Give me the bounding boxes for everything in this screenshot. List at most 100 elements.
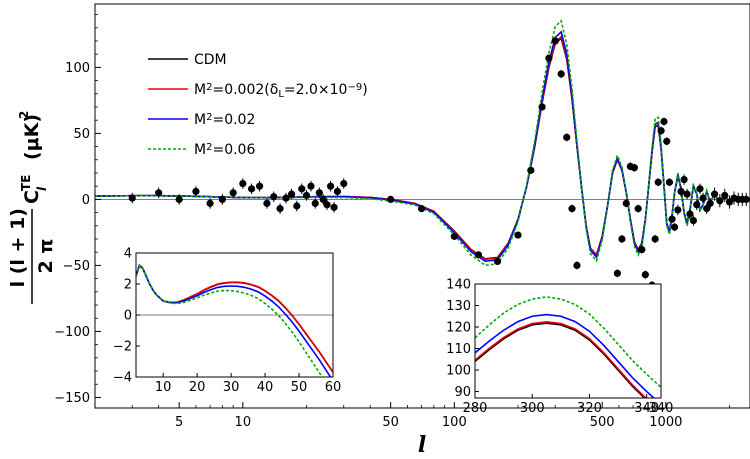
inset-right-series-line-3 xyxy=(475,296,661,388)
data-point xyxy=(638,245,646,254)
data-point xyxy=(721,191,729,200)
y-tick-label: −50 xyxy=(63,259,90,274)
inset-left-ticks: 10 20 30 40 50 60 −4 −2 0 2 4 xyxy=(113,247,341,396)
inset-left-x-tick-label: 40 xyxy=(257,380,274,395)
inset-right-series-line-2 xyxy=(475,313,656,398)
inset-left-y-tick-label: −2 xyxy=(113,340,132,355)
data-point xyxy=(270,193,278,201)
inset-left-y-tick-label: 2 xyxy=(124,278,132,293)
data-point xyxy=(545,54,553,62)
data-point xyxy=(665,178,674,186)
data-point xyxy=(742,195,750,203)
data-point xyxy=(514,231,522,239)
inset-right-y-tick-label: 120 xyxy=(446,321,471,336)
data-point xyxy=(686,210,694,218)
data-point xyxy=(333,187,342,196)
legend-label-m002: M2=0.002(δL=2.0×10−9) xyxy=(194,82,368,100)
data-point xyxy=(641,271,649,279)
data-point xyxy=(657,127,665,135)
data-point xyxy=(622,199,630,207)
y-label-unit-power: 2 xyxy=(17,111,31,119)
data-point xyxy=(674,206,682,214)
data-point xyxy=(218,195,226,203)
data-point xyxy=(155,189,163,197)
inset-right-y-tick-label: 100 xyxy=(446,364,471,379)
data-point xyxy=(716,197,724,205)
data-point xyxy=(387,195,395,203)
inset-right-x-tick-label: 340 xyxy=(634,401,659,416)
data-point xyxy=(654,178,662,186)
data-point xyxy=(417,205,426,213)
legend: CDM M2=0.002(δL=2.0×10−9) M2=0.02 M2=0.06 xyxy=(148,52,368,158)
data-point xyxy=(192,187,200,196)
data-point xyxy=(668,215,676,223)
inset-right-area xyxy=(475,284,661,398)
data-point xyxy=(527,166,535,174)
data-point xyxy=(474,251,483,259)
x-tick-label: 1000 xyxy=(649,415,682,430)
data-point xyxy=(699,194,707,202)
y-label-denominator: 2 π xyxy=(35,239,57,274)
legend-label-m06: M2=0.06 xyxy=(194,142,255,159)
data-point xyxy=(557,70,565,78)
inset-left-x-tick-label: 60 xyxy=(325,380,342,395)
data-point xyxy=(710,190,719,198)
data-point xyxy=(311,199,319,207)
data-point xyxy=(563,133,571,141)
data-point xyxy=(573,261,581,270)
inset-right-y-tick-label: 90 xyxy=(454,385,471,400)
data-point xyxy=(568,205,576,213)
data-point xyxy=(263,199,271,207)
data-point xyxy=(660,117,668,126)
y-label-symbol: C xyxy=(21,190,43,204)
y-axis-label: l (l + 1) 2 π C l TE (μK) 2 xyxy=(7,111,57,304)
inset-left-y-tick-label: −4 xyxy=(113,371,132,386)
data-point xyxy=(315,189,323,197)
data-point xyxy=(630,164,638,172)
inset-right-x-tick-label: 320 xyxy=(577,401,602,416)
data-point xyxy=(551,37,559,45)
data-point xyxy=(229,189,237,197)
inset-left-y-tick-label: 0 xyxy=(124,309,132,324)
inset-right-x-tick-label: 340 xyxy=(649,401,674,416)
data-point xyxy=(613,269,621,277)
data-point xyxy=(323,201,331,209)
data-point xyxy=(327,182,335,190)
data-point xyxy=(255,182,264,190)
x-tick-label: 50 xyxy=(382,415,399,430)
data-point xyxy=(680,175,688,184)
data-point xyxy=(175,195,183,203)
data-point xyxy=(128,194,136,202)
data-point xyxy=(663,137,671,145)
data-point xyxy=(450,232,458,240)
data-point xyxy=(340,179,348,188)
data-point xyxy=(319,195,327,203)
data-point xyxy=(634,205,642,213)
inset-right-x-tick-label: 280 xyxy=(463,401,488,416)
inset-right-y-tick-label: 130 xyxy=(446,299,471,314)
data-point xyxy=(696,185,704,193)
y-label-unit: (μK) xyxy=(21,114,43,160)
inset-right-series xyxy=(475,296,661,398)
series-lines xyxy=(95,19,750,267)
data-point xyxy=(689,216,698,225)
y-tick-label: −100 xyxy=(54,325,90,340)
data-point xyxy=(287,190,296,198)
inset-right-y-tick-label: 140 xyxy=(446,278,471,293)
y-axis-ticks: −150 −100 −50 0 50 100 xyxy=(54,14,101,406)
y-label-superscript: TE xyxy=(19,175,33,191)
data-point xyxy=(683,190,691,198)
inset-left-x-tick-label: 30 xyxy=(223,380,240,395)
data-point xyxy=(276,205,284,213)
inset-right-series-line-1 xyxy=(475,321,647,398)
x-axis-label: l xyxy=(418,432,426,458)
data-point xyxy=(307,182,315,190)
inset-right-y-tick-label: 110 xyxy=(446,342,471,357)
data-point xyxy=(493,257,502,266)
series-line-3 xyxy=(95,19,750,267)
data-point xyxy=(703,205,711,213)
legend-label-cdm: CDM xyxy=(194,52,227,68)
inset-left-plot: 10 20 30 40 50 60 −4 −2 0 2 4 xyxy=(113,247,341,396)
